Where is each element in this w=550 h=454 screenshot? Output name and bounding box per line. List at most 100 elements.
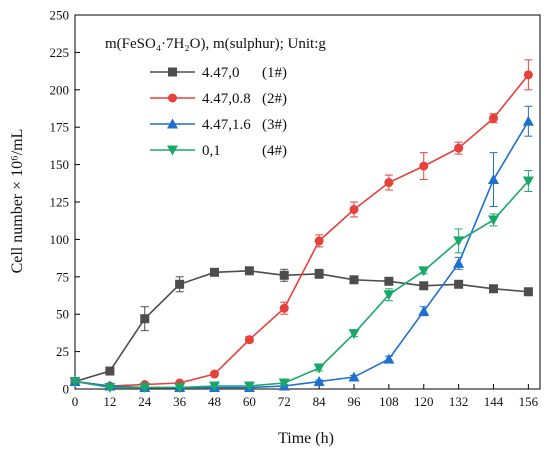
data-point: [418, 305, 430, 316]
x-tick-label: 84: [313, 394, 327, 409]
data-point: [69, 377, 81, 388]
data-point: [418, 266, 430, 277]
data-point: [175, 279, 185, 289]
data-point: [140, 314, 150, 324]
data-point: [279, 303, 289, 313]
x-axis-title: Time (h): [278, 430, 334, 447]
legend-label: 0,1: [202, 143, 221, 159]
series-line: [74, 74, 529, 387]
data-point: [210, 267, 219, 277]
y-tick-label: 200: [50, 82, 70, 97]
data-point: [209, 381, 220, 392]
data-point: [244, 266, 254, 276]
x-tick-label: 96: [348, 394, 362, 409]
axes: 0 12 24 36 48 60 72 84 96 108 120 132 144 156 0 25 50 75 1…: [50, 8, 541, 409]
data-point: [522, 115, 534, 126]
legend-label: 4.47,0: [202, 65, 240, 81]
legend-entry-2: 4.47,0.8 (2#): [150, 91, 287, 107]
y-tick-label: 175: [50, 120, 70, 135]
y-tick-label: 100: [50, 232, 70, 247]
data-point: [244, 335, 254, 345]
x-tick-label: 24: [138, 394, 152, 409]
plot-frame: [74, 14, 541, 390]
legend-tag: (3#): [262, 117, 287, 133]
data-point: [314, 269, 324, 279]
data-point: [454, 279, 464, 289]
legend-marker: [167, 145, 178, 156]
data-point: [489, 113, 498, 123]
legend: m(FeSO₄·7H₂O), m(sulphur); Unit:g 4.47,0 (…: [105, 36, 326, 159]
data-point: [522, 176, 534, 187]
data-point: [453, 236, 465, 247]
data-point: [104, 383, 116, 394]
x-tick-label: 60: [243, 394, 256, 409]
x-tick-label: 120: [414, 394, 434, 409]
data-point: [105, 366, 115, 376]
y-tick-label: 25: [56, 344, 69, 359]
series-line: [74, 120, 530, 389]
y-tick-label: 150: [50, 157, 70, 172]
data-point: [383, 353, 395, 364]
data-point: [523, 287, 533, 297]
x-tick-label: 48: [208, 394, 221, 409]
data-point: [349, 204, 359, 214]
data-point: [384, 276, 394, 286]
x-tick-label: 144: [484, 394, 504, 409]
y-tick-label: 225: [50, 45, 70, 60]
legend-tag: (4#): [262, 143, 287, 159]
x-tick-label: 108: [379, 394, 399, 409]
data-point: [384, 178, 394, 188]
data-point: [278, 378, 290, 389]
data-point: [523, 70, 533, 80]
x-tick-label: 36: [173, 394, 187, 409]
legend-tag: (2#): [262, 91, 287, 107]
series-1: [70, 266, 533, 387]
data-point: [453, 257, 465, 268]
series-2: [70, 59, 533, 391]
data-point: [314, 236, 324, 246]
x-tick-label: 156: [519, 394, 539, 409]
data-point: [419, 161, 429, 171]
data-point: [243, 381, 255, 392]
series-4: [69, 170, 534, 394]
y-axis-title: Cell number × 10⁶/mL: [9, 129, 26, 274]
data-point: [174, 383, 186, 394]
data-point: [210, 369, 219, 379]
series-layer: [69, 59, 534, 394]
data-point: [454, 143, 464, 153]
data-point: [313, 363, 325, 374]
legend-marker: [168, 67, 177, 77]
data-point: [488, 174, 499, 185]
data-point: [419, 281, 429, 291]
y-tick-label: 0: [63, 382, 70, 397]
x-tick-label: 12: [103, 394, 116, 409]
legend-marker: [168, 93, 177, 103]
x-tick-label: 132: [449, 394, 469, 409]
legend-entry-4: 0,1 (4#): [150, 143, 287, 159]
series-line: [74, 180, 529, 389]
data-point: [349, 275, 359, 285]
data-point: [489, 284, 498, 294]
y-tick-label: 125: [50, 195, 70, 210]
y-tick-label: 75: [56, 269, 69, 284]
data-point: [348, 371, 360, 382]
legend-entry-3: 4.47,1.6 (3#): [150, 117, 287, 133]
data-point: [279, 270, 289, 280]
y-tick-label: 250: [50, 8, 70, 23]
data-point: [139, 383, 151, 394]
legend-label: 4.47,0.8: [202, 91, 251, 107]
legend-title: m(FeSO₄·7H₂O), m(sulphur); Unit:g: [105, 36, 326, 52]
legend-marker: [167, 118, 178, 129]
x-tick-label: 72: [278, 394, 291, 409]
legend-entry-1: 4.47,0 (1#): [150, 65, 287, 81]
legend-label: 4.47,1.6: [202, 117, 251, 133]
data-point: [348, 329, 360, 340]
data-point: [488, 215, 499, 226]
x-tick-label: 0: [72, 394, 79, 409]
series-3: [69, 105, 534, 393]
y-tick-label: 50: [56, 307, 69, 322]
data-point: [313, 376, 325, 387]
data-point: [383, 290, 395, 301]
legend-tag: (1#): [262, 65, 287, 81]
